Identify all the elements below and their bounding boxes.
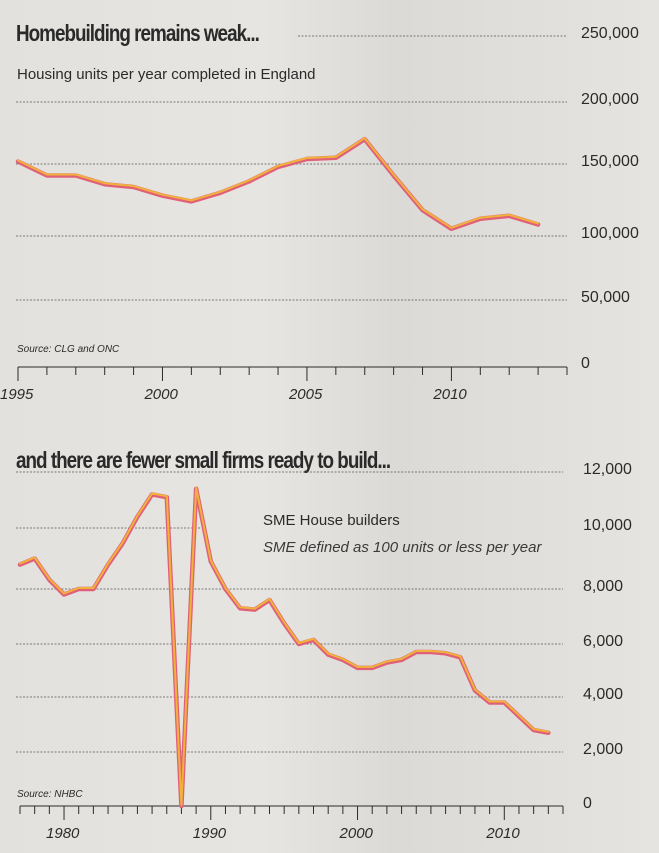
x-tick-label: 2010 — [486, 825, 520, 842]
y-tick-label: 6,000 — [583, 633, 624, 650]
chart1-subtitle: Housing units per year completed in Engl… — [17, 66, 316, 83]
chart2-note: SME defined as 100 units or less per yea… — [263, 539, 542, 556]
chart2-source: Source: NHBC — [17, 789, 83, 800]
x-tick-label: 2000 — [144, 386, 178, 403]
y-tick-label: 8,000 — [583, 578, 624, 595]
y-tick-label: 2,000 — [583, 741, 624, 758]
series-line — [19, 486, 550, 806]
chart1-source: Source: CLG and ONC — [17, 344, 120, 355]
chart2-title: and there are fewer small firms ready to… — [16, 447, 391, 473]
chart2-subtitle: SME House builders — [263, 512, 400, 529]
x-tick-label: 2005 — [288, 386, 323, 403]
y-tick-label: 100,000 — [581, 225, 639, 242]
series-line-outline — [15, 136, 541, 232]
x-tick-label: 2000 — [339, 825, 373, 842]
series-line-outline — [17, 486, 551, 809]
series-line — [17, 137, 540, 229]
y-tick-label: 12,000 — [583, 461, 632, 478]
y-tick-label: 50,000 — [581, 289, 630, 306]
y-tick-label: 10,000 — [583, 517, 632, 534]
x-tick-label: 1980 — [46, 825, 80, 842]
y-tick-label: 0 — [581, 355, 590, 372]
x-tick-label: 1995 — [0, 386, 34, 403]
y-tick-label: 0 — [583, 795, 592, 812]
x-tick-label: 2010 — [433, 386, 467, 403]
chart1-title: Homebuilding remains weak... — [16, 20, 260, 46]
y-tick-label: 4,000 — [583, 686, 624, 703]
y-tick-label: 250,000 — [581, 25, 639, 42]
x-tick-label: 1990 — [192, 825, 227, 842]
y-tick-label: 200,000 — [581, 91, 639, 108]
y-tick-label: 150,000 — [581, 153, 639, 170]
